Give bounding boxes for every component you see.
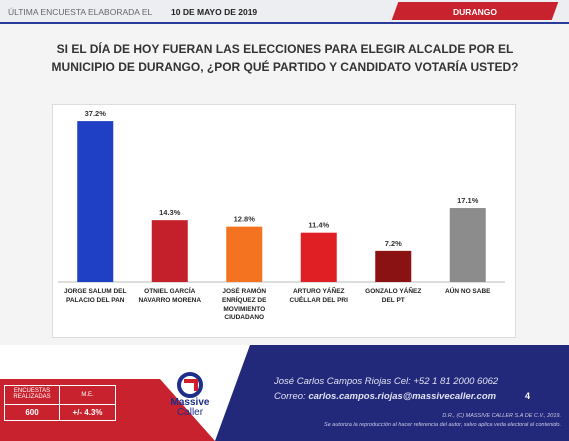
logo-word: Massive xyxy=(170,397,210,408)
survey-table: ENCUESTAS REALIZADAS M.E. 600 +/- 4.3% xyxy=(4,385,116,421)
plot-panel xyxy=(52,104,516,338)
x-tick-label: ARTURO YÁÑEZ CUÉLLAR DEL PRI xyxy=(289,288,348,304)
copyright: D.R., (C) MASSIVE CALLER S.A DE C.V., 20… xyxy=(442,413,561,419)
x-tick-label: AÚN NO SABE xyxy=(444,288,491,295)
logo-word: Caller xyxy=(176,407,204,418)
logo-mark xyxy=(184,379,198,391)
table-header: ENCUESTAS REALIZADAS xyxy=(5,386,60,405)
chart-title: SI EL DÍA DE HOY FUERAN LAS ELECCIONES P… xyxy=(51,42,519,74)
email-line: Correo: carlos.campos.riojas@massivecall… xyxy=(274,391,496,402)
value-label: 7.2% xyxy=(385,239,402,248)
table-header: M.E. xyxy=(60,386,115,405)
bar xyxy=(375,250,412,282)
bar xyxy=(449,208,486,282)
x-tick-label: JORGE SALUM DEL PALACIO DEL PAN xyxy=(64,288,127,304)
value-label: 11.4% xyxy=(308,221,329,230)
footer-red xyxy=(0,379,215,441)
value-label: 17.1% xyxy=(457,196,479,205)
logo-text: Massive Caller xyxy=(168,398,212,418)
bar xyxy=(77,121,114,282)
logo-ring xyxy=(177,372,203,398)
bar xyxy=(300,232,337,282)
bar xyxy=(151,220,188,282)
x-tick-label: OTNIEL GARCÍA NAVARRO MORENA xyxy=(138,288,202,304)
value-label: 37.2% xyxy=(85,109,107,118)
region: DURANGO xyxy=(453,7,497,17)
table-cell: +/- 4.3% xyxy=(72,408,103,417)
email: carlos.campos.riojas@massivecaller.com xyxy=(308,391,497,402)
header-rule xyxy=(0,22,569,24)
bar xyxy=(226,226,263,282)
email-label: Correo: xyxy=(274,391,306,402)
table-cell: 600 xyxy=(5,405,60,420)
header-prefix: ÚLTIMA ENCUESTA ELABORADA EL xyxy=(8,7,153,17)
value-label: 14.3% xyxy=(159,208,181,217)
header-date: 10 DE MAYO DE 2019 xyxy=(171,7,258,17)
footer-navy xyxy=(215,345,569,441)
value-label: 12.8% xyxy=(234,215,256,224)
contact: José Carlos Campos Riojas Cel: +52 1 81 … xyxy=(274,376,499,387)
x-tick-label: GONZALO YÁÑEZ DEL PT xyxy=(365,288,422,304)
x-tick-label: JOSÉ RAMÓN ENRÍQUEZ DE MOVIMIENTO CIUDAD… xyxy=(222,288,267,322)
page-number: 4 xyxy=(525,391,531,401)
footer-shapes xyxy=(0,345,569,441)
notice: Se autoriza la reproducción al hacer ref… xyxy=(324,422,561,428)
